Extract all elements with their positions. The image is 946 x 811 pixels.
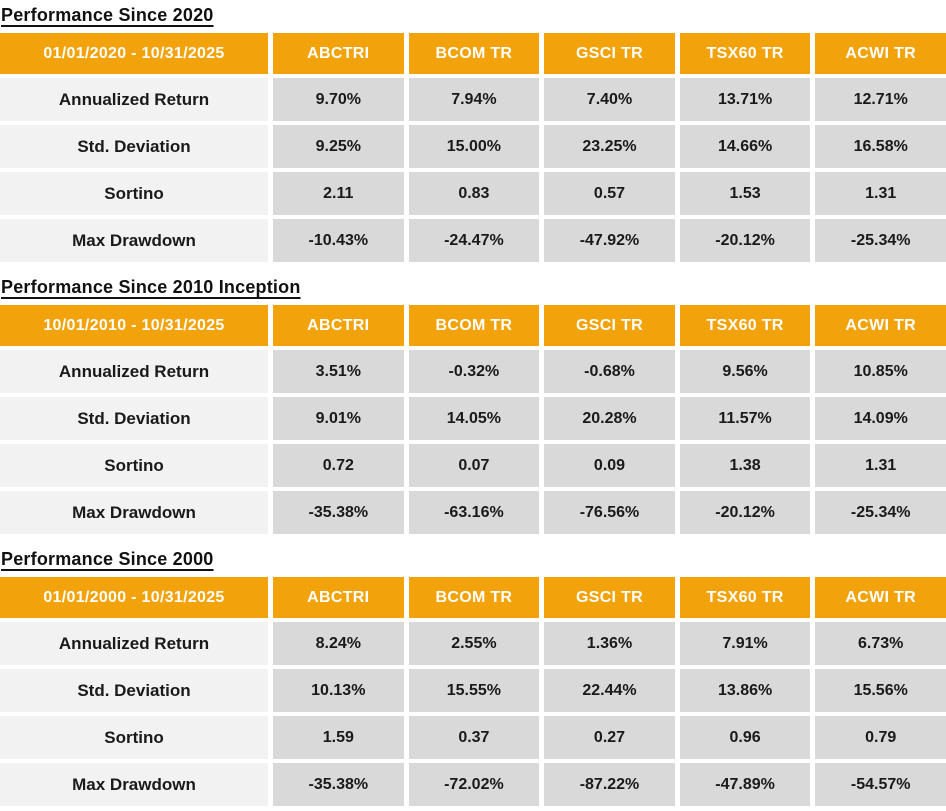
value-cell: -0.32% <box>408 350 540 393</box>
value-cell: 0.09 <box>544 444 675 487</box>
performance-section-2010: Performance Since 2010 Inception 10/01/2… <box>0 276 946 534</box>
performance-table: 01/01/2000 - 10/31/2025 ABCTRI BCOM TR G… <box>0 577 946 806</box>
value-cell: 1.31 <box>815 444 946 487</box>
value-cell: -25.34% <box>815 491 946 534</box>
value-cell: 6.73% <box>815 622 946 665</box>
value-cell: -10.43% <box>273 219 404 262</box>
value-cell: 9.25% <box>273 125 404 168</box>
column-header-cell: BCOM TR <box>408 33 540 74</box>
column-header-cell: GSCI TR <box>544 33 675 74</box>
value-cell: 0.27 <box>544 716 675 759</box>
value-cell: 14.09% <box>815 397 946 440</box>
row-label-cell: Sortino <box>0 172 268 215</box>
column-header-cell: TSX60 TR <box>679 305 811 346</box>
column-header-cell: GSCI TR <box>544 577 675 618</box>
row-label-cell: Std. Deviation <box>0 669 268 712</box>
value-cell: 0.96 <box>679 716 811 759</box>
value-cell: 23.25% <box>544 125 675 168</box>
period-header-cell: 01/01/2020 - 10/31/2025 <box>0 33 268 74</box>
value-cell: -35.38% <box>273 763 404 806</box>
column-header-cell: ABCTRI <box>273 33 404 74</box>
value-cell: -0.68% <box>544 350 675 393</box>
value-cell: 9.56% <box>679 350 811 393</box>
value-cell: 10.13% <box>273 669 404 712</box>
value-cell: 11.57% <box>679 397 811 440</box>
value-cell: 9.01% <box>273 397 404 440</box>
section-title: Performance Since 2010 Inception <box>1 277 301 297</box>
value-cell: 0.07 <box>408 444 540 487</box>
value-cell: 0.57 <box>544 172 675 215</box>
row-label-cell: Std. Deviation <box>0 125 268 168</box>
column-header-cell: ABCTRI <box>273 577 404 618</box>
column-header-cell: BCOM TR <box>408 305 540 346</box>
value-cell: 13.71% <box>679 78 811 121</box>
value-cell: 20.28% <box>544 397 675 440</box>
value-cell: 0.37 <box>408 716 540 759</box>
row-label-cell: Std. Deviation <box>0 397 268 440</box>
row-label-cell: Sortino <box>0 444 268 487</box>
row-label-cell: Annualized Return <box>0 622 268 665</box>
column-header-cell: ACWI TR <box>815 577 946 618</box>
value-cell: -87.22% <box>544 763 675 806</box>
period-header-cell: 10/01/2010 - 10/31/2025 <box>0 305 268 346</box>
performance-section-2000: Performance Since 2000 01/01/2000 - 10/3… <box>0 548 946 806</box>
value-cell: 3.51% <box>273 350 404 393</box>
value-cell: 1.53 <box>679 172 811 215</box>
value-cell: 14.66% <box>679 125 811 168</box>
value-cell: -63.16% <box>408 491 540 534</box>
value-cell: 2.11 <box>273 172 404 215</box>
value-cell: 7.40% <box>544 78 675 121</box>
value-cell: -35.38% <box>273 491 404 534</box>
column-header-cell: GSCI TR <box>544 305 675 346</box>
value-cell: -24.47% <box>408 219 540 262</box>
column-header-cell: TSX60 TR <box>679 577 811 618</box>
period-header-cell: 01/01/2000 - 10/31/2025 <box>0 577 268 618</box>
value-cell: 22.44% <box>544 669 675 712</box>
value-cell: -47.89% <box>679 763 811 806</box>
value-cell: 14.05% <box>408 397 540 440</box>
value-cell: 8.24% <box>273 622 404 665</box>
row-label-cell: Sortino <box>0 716 268 759</box>
value-cell: 10.85% <box>815 350 946 393</box>
value-cell: 2.55% <box>408 622 540 665</box>
column-header-cell: ABCTRI <box>273 305 404 346</box>
value-cell: 1.31 <box>815 172 946 215</box>
value-cell: 15.55% <box>408 669 540 712</box>
value-cell: 0.79 <box>815 716 946 759</box>
performance-table: 10/01/2010 - 10/31/2025 ABCTRI BCOM TR G… <box>0 305 946 534</box>
value-cell: 9.70% <box>273 78 404 121</box>
value-cell: -76.56% <box>544 491 675 534</box>
value-cell: -47.92% <box>544 219 675 262</box>
value-cell: -20.12% <box>679 219 811 262</box>
value-cell: 15.56% <box>815 669 946 712</box>
row-label-cell: Max Drawdown <box>0 763 268 806</box>
value-cell: -72.02% <box>408 763 540 806</box>
value-cell: 1.59 <box>273 716 404 759</box>
column-header-cell: ACWI TR <box>815 33 946 74</box>
value-cell: 13.86% <box>679 669 811 712</box>
value-cell: 1.38 <box>679 444 811 487</box>
row-label-cell: Max Drawdown <box>0 219 268 262</box>
value-cell: 16.58% <box>815 125 946 168</box>
performance-section-2020: Performance Since 2020 01/01/2020 - 10/3… <box>0 4 946 262</box>
column-header-cell: ACWI TR <box>815 305 946 346</box>
value-cell: 12.71% <box>815 78 946 121</box>
section-title: Performance Since 2000 <box>1 549 214 569</box>
value-cell: -20.12% <box>679 491 811 534</box>
column-header-cell: BCOM TR <box>408 577 540 618</box>
value-cell: 15.00% <box>408 125 540 168</box>
value-cell: 1.36% <box>544 622 675 665</box>
row-label-cell: Annualized Return <box>0 350 268 393</box>
value-cell: -25.34% <box>815 219 946 262</box>
performance-table: 01/01/2020 - 10/31/2025 ABCTRI BCOM TR G… <box>0 33 946 262</box>
value-cell: 0.83 <box>408 172 540 215</box>
section-title: Performance Since 2020 <box>1 5 214 25</box>
column-header-cell: TSX60 TR <box>679 33 811 74</box>
value-cell: -54.57% <box>815 763 946 806</box>
value-cell: 0.72 <box>273 444 404 487</box>
row-label-cell: Max Drawdown <box>0 491 268 534</box>
value-cell: 7.91% <box>679 622 811 665</box>
row-label-cell: Annualized Return <box>0 78 268 121</box>
value-cell: 7.94% <box>408 78 540 121</box>
